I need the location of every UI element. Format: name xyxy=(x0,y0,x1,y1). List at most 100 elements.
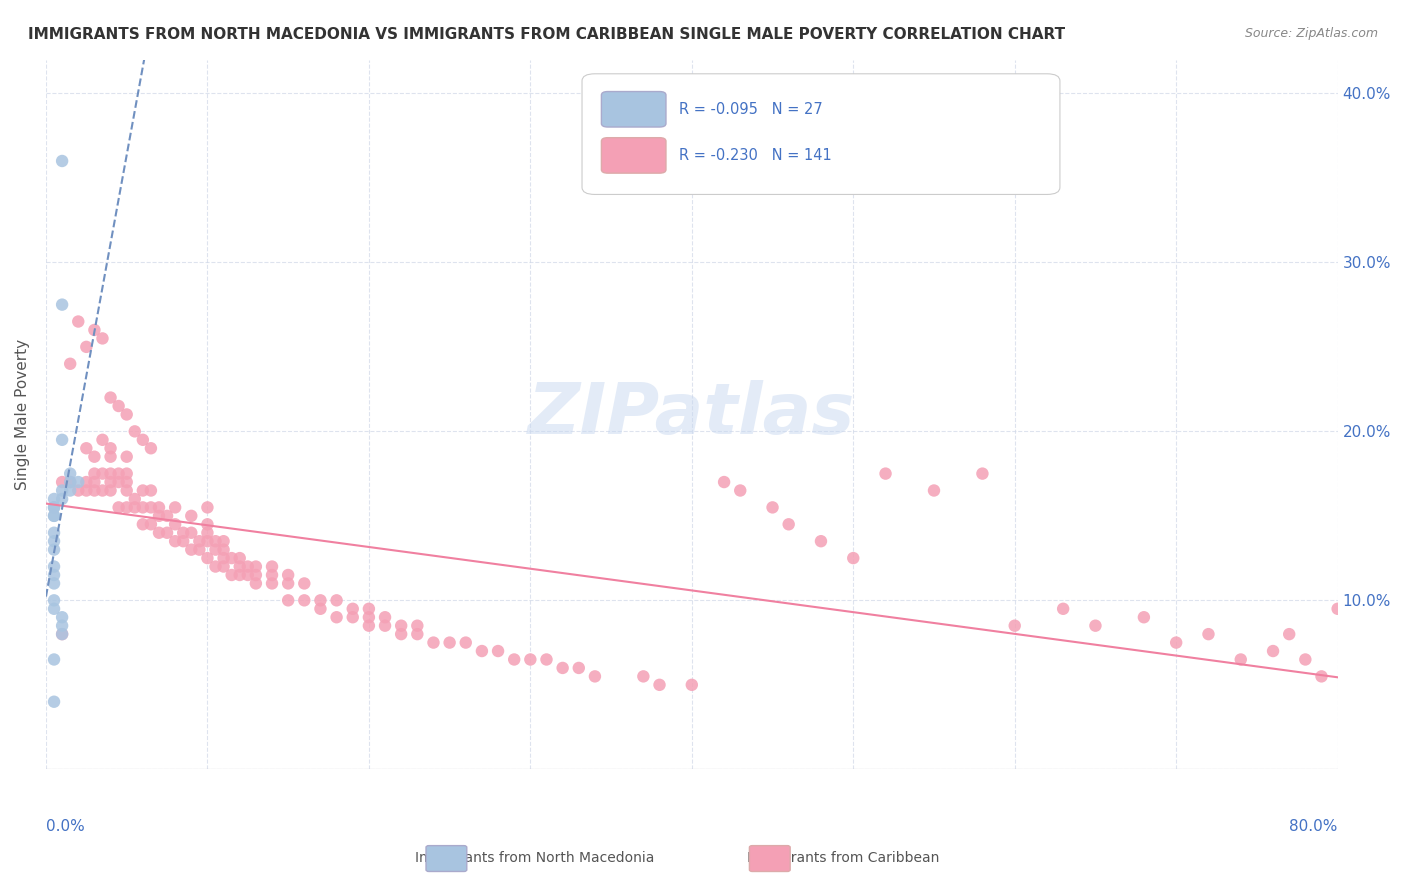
Point xyxy=(51,433,73,447)
FancyBboxPatch shape xyxy=(602,137,666,173)
Point xyxy=(197,517,219,532)
Point xyxy=(180,542,202,557)
Point xyxy=(139,500,162,515)
Point xyxy=(124,425,146,439)
Point xyxy=(681,678,703,692)
Point xyxy=(42,534,65,549)
Point xyxy=(83,467,105,481)
Point xyxy=(83,323,105,337)
Point xyxy=(156,525,179,540)
Point xyxy=(42,508,65,523)
Point xyxy=(374,610,396,624)
Point xyxy=(148,525,170,540)
Point xyxy=(260,576,283,591)
Point xyxy=(42,491,65,506)
Point xyxy=(75,442,97,456)
Point xyxy=(59,483,82,498)
Point xyxy=(212,551,235,566)
Point xyxy=(115,483,138,498)
Point xyxy=(42,542,65,557)
Point xyxy=(51,627,73,641)
Point xyxy=(583,669,606,683)
Point xyxy=(91,433,114,447)
Point xyxy=(292,593,315,607)
Point xyxy=(83,475,105,489)
Point xyxy=(389,627,412,641)
Point xyxy=(124,500,146,515)
Point xyxy=(42,508,65,523)
Point xyxy=(1004,618,1026,632)
Point xyxy=(221,568,243,582)
Point xyxy=(59,475,82,489)
Point xyxy=(728,483,751,498)
Point xyxy=(91,483,114,498)
Point xyxy=(51,153,73,168)
Point xyxy=(197,534,219,549)
Point xyxy=(156,508,179,523)
Point xyxy=(67,475,90,489)
Point xyxy=(221,551,243,566)
Point xyxy=(1278,627,1301,641)
Point xyxy=(471,644,494,658)
Point xyxy=(42,576,65,591)
Point xyxy=(212,534,235,549)
Point xyxy=(325,610,347,624)
Text: Source: ZipAtlas.com: Source: ZipAtlas.com xyxy=(1244,27,1378,40)
Point xyxy=(51,618,73,632)
Point xyxy=(107,399,129,413)
Point xyxy=(115,475,138,489)
Point xyxy=(260,559,283,574)
Point xyxy=(172,534,194,549)
Point xyxy=(204,534,226,549)
Point xyxy=(1133,610,1156,624)
Point xyxy=(139,442,162,456)
Point xyxy=(406,627,429,641)
Point xyxy=(536,652,558,666)
Point xyxy=(188,542,211,557)
Y-axis label: Single Male Poverty: Single Male Poverty xyxy=(15,339,30,490)
Point xyxy=(172,525,194,540)
Point xyxy=(292,576,315,591)
Point xyxy=(212,542,235,557)
Point xyxy=(148,500,170,515)
Point xyxy=(486,644,509,658)
Point xyxy=(245,568,267,582)
Point xyxy=(277,568,299,582)
Point xyxy=(91,331,114,345)
Point xyxy=(761,500,783,515)
Point xyxy=(228,551,250,566)
Point xyxy=(180,508,202,523)
FancyBboxPatch shape xyxy=(602,92,666,127)
Point xyxy=(1326,601,1348,615)
Point xyxy=(778,517,800,532)
Point xyxy=(51,610,73,624)
Point xyxy=(197,500,219,515)
Point xyxy=(342,610,364,624)
Point xyxy=(1229,652,1251,666)
Point xyxy=(115,450,138,464)
Point xyxy=(42,500,65,515)
Point xyxy=(100,475,122,489)
Point xyxy=(875,467,897,481)
Point xyxy=(922,483,945,498)
Point xyxy=(42,652,65,666)
Point xyxy=(1084,618,1107,632)
FancyBboxPatch shape xyxy=(582,74,1060,194)
Point xyxy=(42,559,65,574)
Point xyxy=(100,442,122,456)
Text: IMMIGRANTS FROM NORTH MACEDONIA VS IMMIGRANTS FROM CARIBBEAN SINGLE MALE POVERTY: IMMIGRANTS FROM NORTH MACEDONIA VS IMMIG… xyxy=(28,27,1066,42)
Point xyxy=(422,635,444,649)
Point xyxy=(1310,669,1333,683)
Point xyxy=(325,593,347,607)
Point xyxy=(100,483,122,498)
Point xyxy=(67,483,90,498)
Point xyxy=(228,559,250,574)
Point xyxy=(454,635,477,649)
Point xyxy=(568,661,591,675)
Point xyxy=(42,525,65,540)
Point xyxy=(115,467,138,481)
Point xyxy=(406,618,429,632)
Point xyxy=(51,475,73,489)
Point xyxy=(188,534,211,549)
Point xyxy=(42,500,65,515)
